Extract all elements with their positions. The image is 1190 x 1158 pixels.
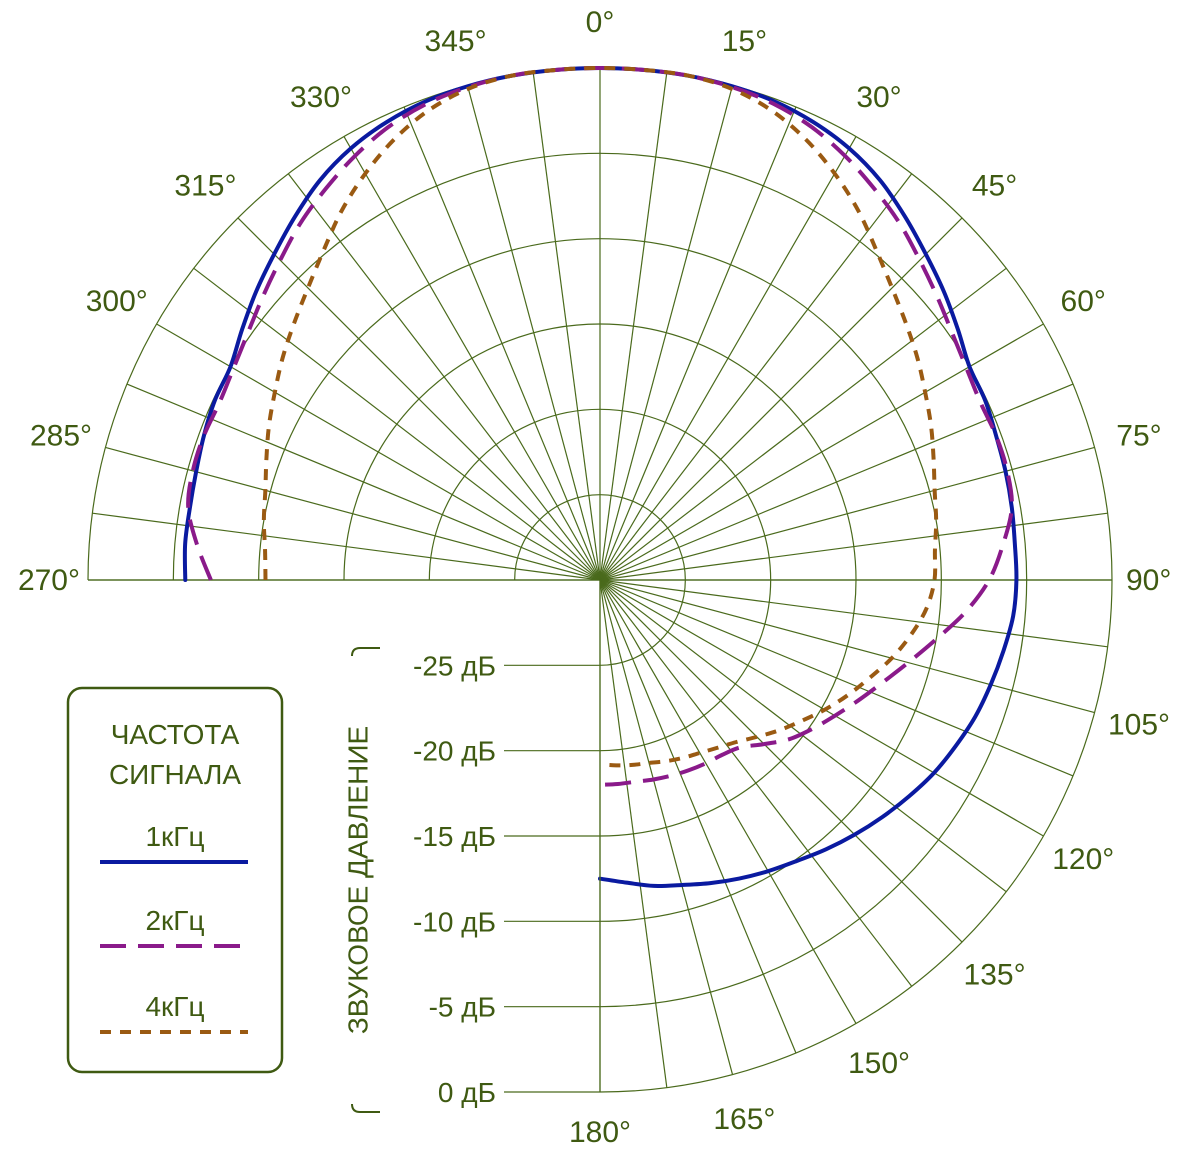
grid-spoke — [287, 173, 601, 581]
grid-spoke — [599, 579, 1095, 714]
angle-tick-label: 60° — [1061, 285, 1106, 318]
grid-spoke — [156, 323, 601, 581]
angle-tick-label: 120° — [1052, 843, 1114, 876]
grid-spoke — [599, 579, 1074, 777]
radial-axis-label-group: ЗВУКОВОЕ ДАВЛЕНИЕ — [342, 647, 380, 1113]
angle-tick-label: 150° — [848, 1047, 910, 1080]
radial-tick-label: 0 дБ — [438, 1077, 496, 1108]
grid-spoke — [599, 579, 1108, 648]
radial-axis-label: ЗВУКОВОЕ ДАВЛЕНИЕ — [342, 726, 373, 1034]
legend-title-line-1: ЧАСТОТА — [111, 719, 240, 750]
grid-spoke — [599, 579, 734, 1075]
angle-tick-label: 45° — [972, 169, 1017, 202]
radial-tick-label: -5 дБ — [429, 992, 496, 1023]
grid-spoke — [599, 579, 913, 987]
grid-spoke — [599, 267, 1007, 581]
grid-spoke — [599, 579, 857, 1024]
series-layer — [182, 65, 1019, 888]
angle-tick-label: 75° — [1116, 420, 1161, 453]
angle-tick-label: 0° — [586, 6, 615, 39]
radial-tick-label: -10 дБ — [413, 906, 496, 937]
grid-spoke — [105, 446, 601, 581]
legend-label-2khz: 2кГц — [145, 905, 204, 936]
radial-axis: 0 дБ -5 дБ -10 дБ -15 дБ -20 дБ -25 дБ — [413, 580, 601, 1108]
grid-spoke — [599, 217, 963, 581]
legend-box — [66, 686, 284, 1074]
grid-spoke — [532, 72, 601, 581]
angle-tick-label: 315° — [174, 169, 236, 202]
grid-spoke — [193, 267, 601, 581]
legend: ЧАСТОТА СИГНАЛА 1кГц 2кГц 4кГц — [66, 686, 284, 1074]
angle-tick-label: 330° — [290, 81, 352, 114]
grid-spoke — [599, 383, 1074, 581]
grid-spoke — [599, 579, 963, 943]
series-line-1кГц — [182, 65, 1019, 888]
grid-spoke — [599, 579, 1044, 837]
grid-spoke — [599, 323, 1044, 581]
grid-spoke — [599, 72, 668, 581]
angle-tick-label: 105° — [1108, 708, 1170, 741]
grid-spoke — [599, 136, 857, 581]
angle-labels: 0° 15° 30° 45° 60° 75° 90° 105° 120° 135° 150° 165°… — [18, 6, 1171, 1149]
legend-label-1khz: 1кГц — [145, 821, 204, 852]
grid-spoke — [126, 383, 601, 581]
grid-spoke — [599, 579, 668, 1088]
angle-tick-label: 300° — [86, 285, 148, 318]
grid-spoke — [599, 512, 1108, 581]
grid-spoke — [599, 446, 1095, 581]
angle-tick-label: 165° — [713, 1103, 775, 1136]
grid-spoke — [466, 85, 601, 581]
grid-spoke — [599, 579, 797, 1054]
angle-tick-label: 345° — [425, 25, 487, 58]
grid-spoke — [599, 579, 1007, 893]
radial-tick-label: -20 дБ — [413, 736, 496, 767]
grid-spoke — [599, 106, 797, 581]
legend-title-line-2: СИГНАЛА — [109, 759, 241, 790]
legend-label-4khz: 4кГц — [145, 991, 204, 1022]
radial-tick-label: -15 дБ — [413, 821, 496, 852]
angle-tick-label: 15° — [722, 25, 767, 58]
angle-tick-label: 270° — [18, 564, 80, 597]
grid-spoke — [599, 85, 734, 581]
grid-spoke — [92, 512, 601, 581]
grid-spoke — [599, 173, 913, 581]
angle-tick-label: 135° — [964, 959, 1026, 992]
axis-bracket-top — [351, 647, 380, 657]
grid-spoke — [403, 106, 601, 581]
axis-bracket-bottom — [351, 1103, 380, 1113]
series-line-2кГц — [186, 65, 1014, 787]
grid-spoke — [343, 136, 601, 581]
angle-tick-label: 90° — [1126, 564, 1171, 597]
angle-tick-label: 30° — [856, 81, 901, 114]
angle-tick-label: 180° — [569, 1116, 631, 1149]
grid-spoke — [237, 217, 601, 581]
radial-tick-label: -25 дБ — [413, 650, 496, 681]
angle-tick-label: 285° — [30, 420, 92, 453]
